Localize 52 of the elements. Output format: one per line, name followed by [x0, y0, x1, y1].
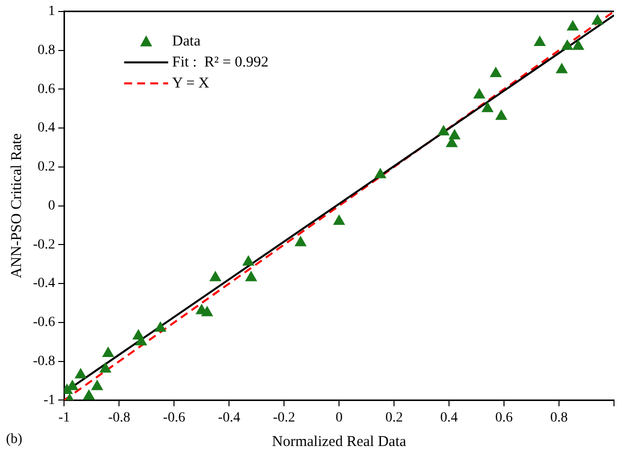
point [102, 347, 114, 358]
point [374, 168, 386, 178]
x-tick-label: 0.2 [385, 410, 403, 426]
y-tick-label: -1 [43, 392, 56, 408]
x-tick-label: 0.6 [495, 410, 513, 426]
point [482, 102, 494, 112]
text: (b) [6, 432, 23, 447]
y-tick-label: -0.4 [32, 276, 56, 292]
x-tick-label: -0.2 [273, 410, 296, 426]
x-axis-title: Normalized Real Data [272, 434, 406, 450]
y-tick-label: 0.6 [38, 82, 56, 97]
y-tick-label: 0.8 [38, 42, 56, 58]
point [74, 368, 86, 378]
y-tick-label: 0.4 [38, 120, 56, 136]
point [592, 14, 604, 25]
y-tick-label: -0.2 [32, 237, 56, 252]
point [154, 322, 166, 332]
point [474, 88, 485, 98]
x-tick-label: 0.4 [440, 410, 458, 426]
x-tick-label: -0.6 [163, 410, 186, 426]
x-tick-label: 0 [336, 410, 343, 426]
y-tick-label: -0.8 [32, 354, 56, 369]
point [448, 129, 460, 140]
point [294, 236, 306, 246]
point [556, 63, 568, 74]
point [100, 362, 112, 373]
point [245, 271, 257, 282]
y-tick-label: 0.2 [38, 160, 56, 175]
x-tick-label: -0.8 [108, 410, 130, 426]
point [210, 271, 222, 282]
y-tick-label: -0.6 [32, 315, 56, 330]
y-tick-label: 1 [48, 4, 56, 20]
legend-label: Fit : R² = 0.992 [172, 54, 268, 70]
legend-label: Data [172, 33, 201, 50]
point [91, 380, 103, 390]
x-tick-label: -1 [58, 410, 70, 426]
legend-label: Y = X [172, 75, 210, 92]
point [572, 40, 584, 50]
y-tick-label: 0 [48, 198, 56, 214]
point [333, 214, 345, 225]
point [242, 256, 254, 266]
x-tick-label: 0.8 [550, 410, 568, 426]
point [534, 36, 546, 46]
x-tick-label: -0.4 [218, 410, 240, 426]
point [438, 125, 450, 136]
point [567, 20, 578, 30]
point [490, 67, 502, 78]
y-axis-title: ANN-PSO Critical Rate [8, 132, 25, 278]
point [496, 110, 507, 120]
point [562, 40, 573, 50]
point [83, 390, 95, 400]
point [201, 306, 213, 316]
